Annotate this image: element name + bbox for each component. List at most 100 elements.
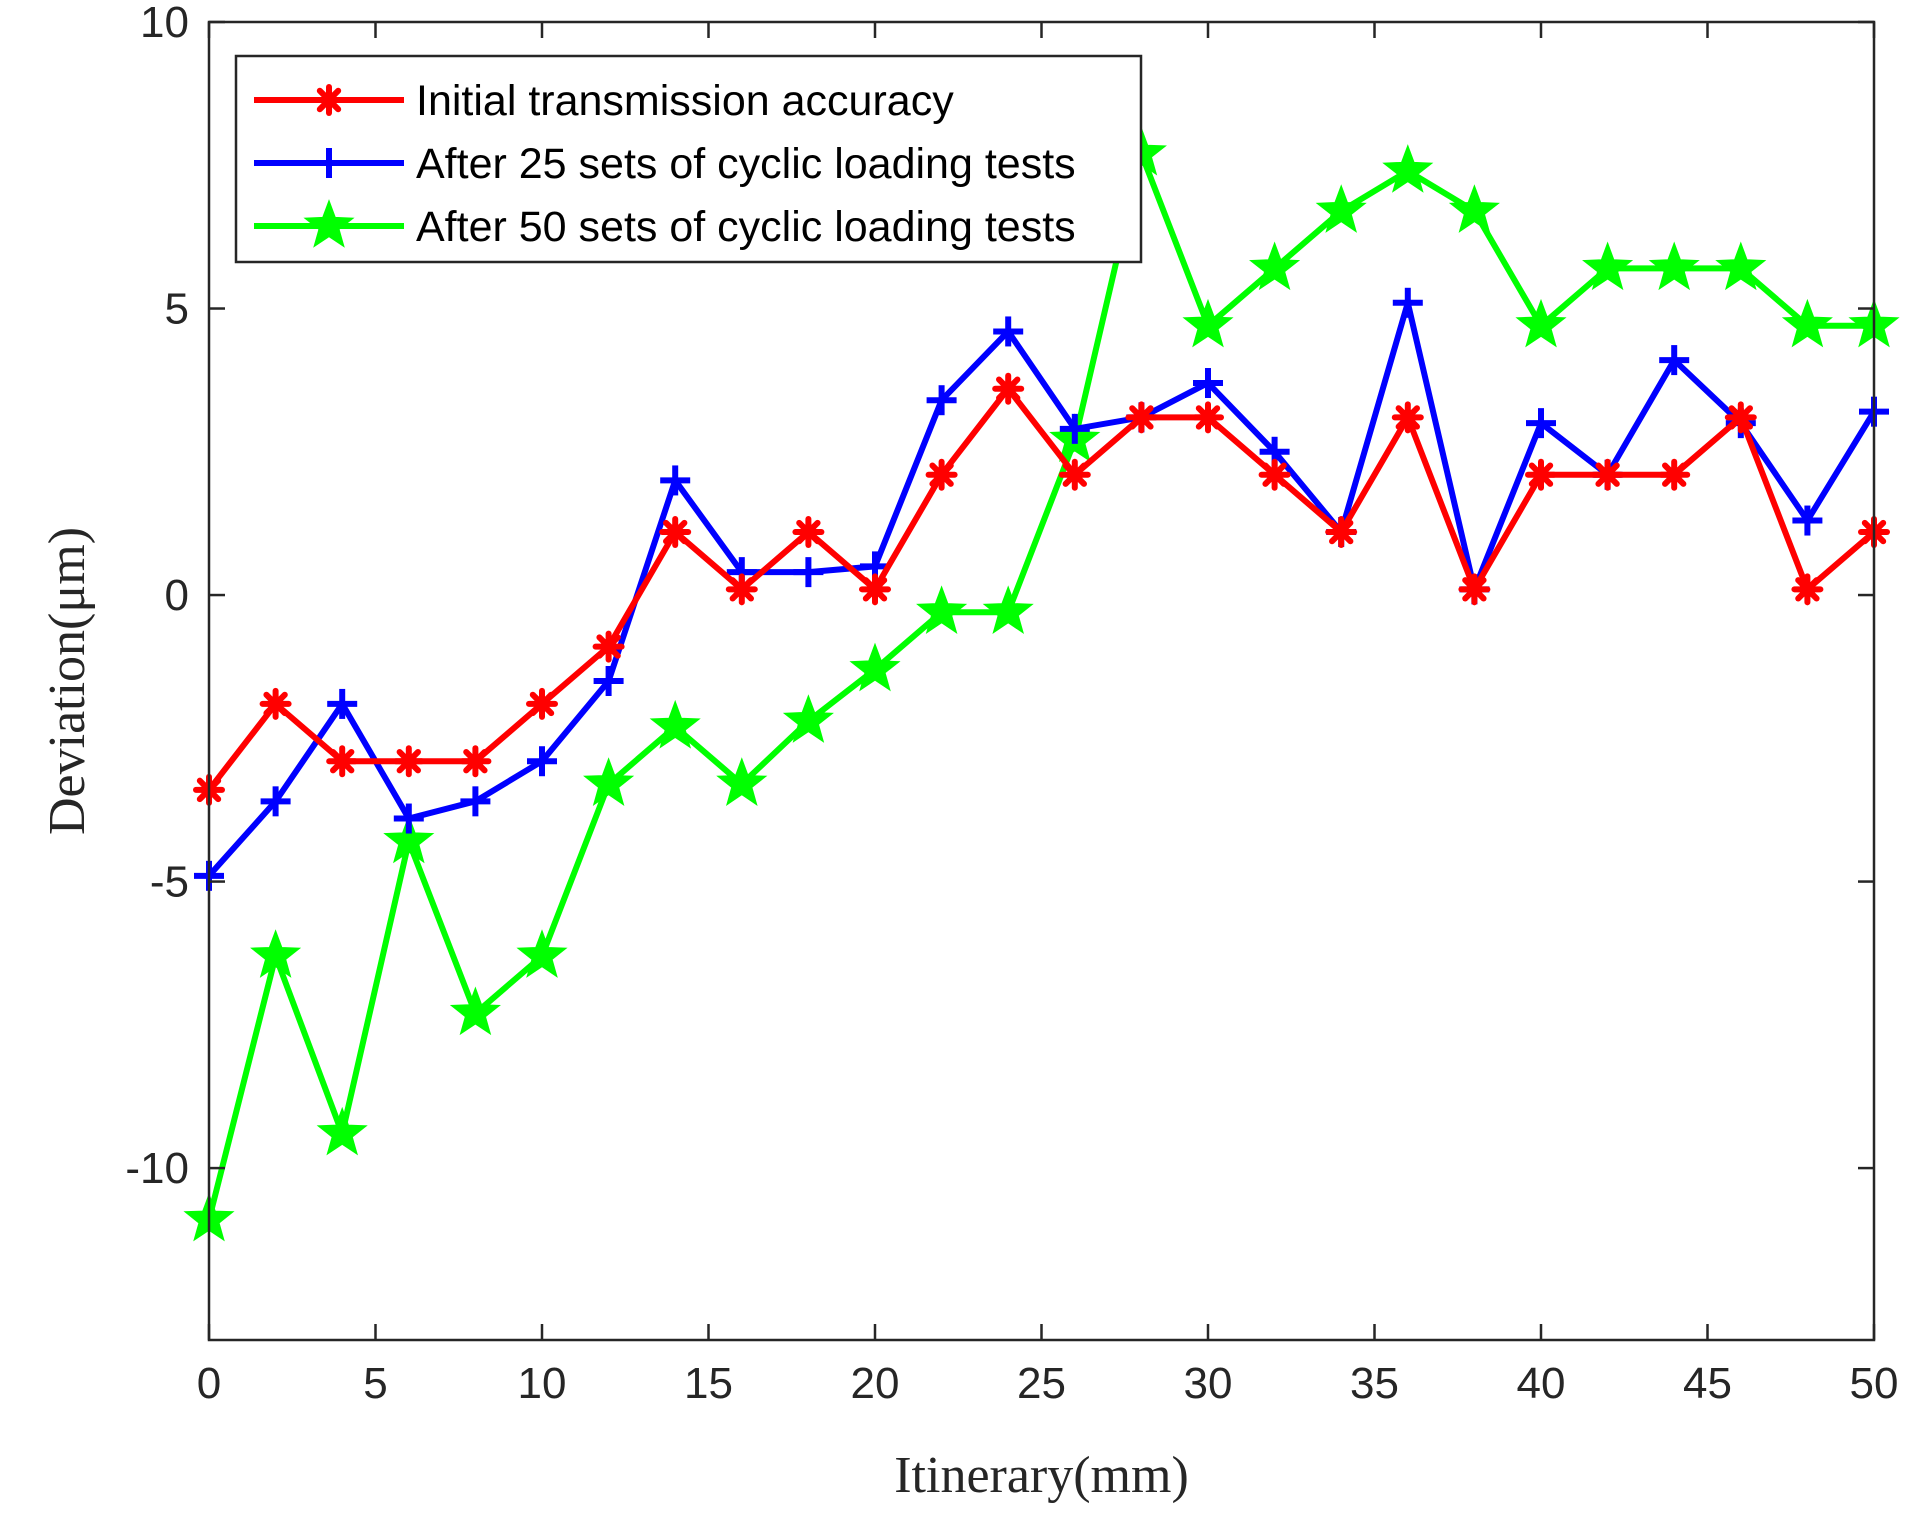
data-point [649, 699, 701, 749]
asterisk-core [400, 753, 417, 770]
x-axis-title: Itinerary(mm) [894, 1447, 1189, 1504]
asterisk-core [600, 638, 617, 655]
star-shape [303, 199, 355, 248]
x-tick-label: 35 [1350, 1359, 1399, 1408]
data-point [259, 687, 292, 720]
data-point [1781, 298, 1833, 348]
data-point [449, 986, 501, 1036]
series-layer [183, 126, 1900, 1242]
y-tick-label: 0 [165, 571, 189, 620]
star-shape [1315, 184, 1367, 233]
data-point [1059, 413, 1090, 444]
data-point [1525, 458, 1557, 491]
x-tick-label: 30 [1184, 1359, 1233, 1408]
asterisk-core [1000, 380, 1017, 397]
star-shape [849, 642, 901, 692]
x-tick-label: 0 [197, 1359, 221, 1408]
data-point [593, 666, 624, 696]
data-point [326, 745, 359, 778]
data-point [460, 786, 491, 817]
data-point [982, 585, 1034, 635]
data-point [383, 814, 435, 864]
data-point [459, 745, 492, 778]
data-point [1515, 298, 1567, 348]
star-shape [316, 1106, 368, 1156]
asterisk-core [1732, 409, 1749, 426]
star-shape [1515, 298, 1567, 348]
data-point [925, 458, 958, 491]
data-point [659, 516, 692, 549]
data-point [316, 1106, 368, 1156]
asterisk-core [1533, 466, 1549, 483]
data-point [260, 786, 291, 817]
data-point [1658, 458, 1691, 491]
data-point [1182, 298, 1234, 348]
y-tick-label: -5 [150, 858, 189, 907]
asterisk-core [321, 92, 337, 108]
y-tick-label: -10 [125, 1144, 189, 1193]
star-shape [782, 694, 834, 743]
asterisk-core [1466, 581, 1483, 598]
star-shape [1382, 144, 1434, 193]
x-tick-label: 40 [1517, 1359, 1566, 1408]
data-point [1058, 458, 1091, 491]
asterisk-core [1266, 466, 1283, 483]
legend-item-2: After 50 sets of cyclic loading tests [254, 199, 1076, 251]
data-point [1325, 516, 1358, 549]
x-tick-label: 15 [684, 1359, 733, 1408]
data-point [1392, 287, 1423, 318]
legend-label: Initial transmission accuracy [416, 77, 954, 125]
data-point [250, 929, 302, 978]
data-point [992, 372, 1025, 405]
y-tick-label: 10 [140, 0, 189, 47]
data-point [1792, 505, 1823, 536]
data-point [1582, 241, 1634, 291]
data-point [392, 745, 425, 778]
star-shape [1448, 184, 1500, 233]
y-axis-title: Deviation(μm) [39, 527, 96, 835]
data-point [725, 573, 758, 606]
data-point [660, 465, 691, 496]
data-point [793, 557, 824, 588]
x-tick-label: 45 [1683, 1359, 1732, 1408]
star-shape [250, 929, 302, 978]
star-shape [383, 814, 435, 864]
asterisk-core [334, 753, 351, 770]
asterisk-core [1066, 466, 1083, 483]
data-point [592, 630, 625, 663]
data-point [1526, 408, 1556, 439]
data-point [1648, 241, 1700, 291]
data-point [926, 385, 957, 416]
legend-marker [313, 84, 345, 116]
asterisk-core [1799, 581, 1816, 598]
asterisk-core [267, 695, 284, 712]
data-point [583, 757, 635, 806]
data-point [916, 585, 968, 635]
star-shape [649, 699, 701, 749]
star-shape [716, 757, 768, 806]
legend-label: After 50 sets of cyclic loading tests [416, 203, 1076, 251]
legend-marker [314, 148, 344, 178]
x-tick-label: 10 [518, 1359, 567, 1408]
asterisk-core [1133, 409, 1150, 426]
data-point [859, 573, 891, 606]
legend-marker [303, 199, 355, 248]
data-point [1391, 401, 1424, 434]
x-tick-label: 50 [1850, 1359, 1899, 1408]
data-point [1382, 144, 1434, 193]
asterisk-core [534, 695, 550, 712]
data-point [1192, 401, 1224, 434]
data-point [849, 642, 901, 692]
star-shape [1582, 241, 1634, 291]
legend-item-0: Initial transmission accuracy [254, 77, 954, 125]
x-axis: 0 5 10 15 20 25 30 35 40 45 50 [197, 22, 1899, 1408]
star-shape [1182, 298, 1234, 348]
data-point [1791, 573, 1824, 606]
asterisk-core [1333, 524, 1350, 541]
x-tick-label: 20 [851, 1359, 900, 1408]
star-shape [516, 929, 568, 978]
data-point [1125, 401, 1158, 434]
legend: Initial transmission accuracy After 25 se… [234, 54, 1143, 264]
asterisk-core [1200, 409, 1216, 426]
